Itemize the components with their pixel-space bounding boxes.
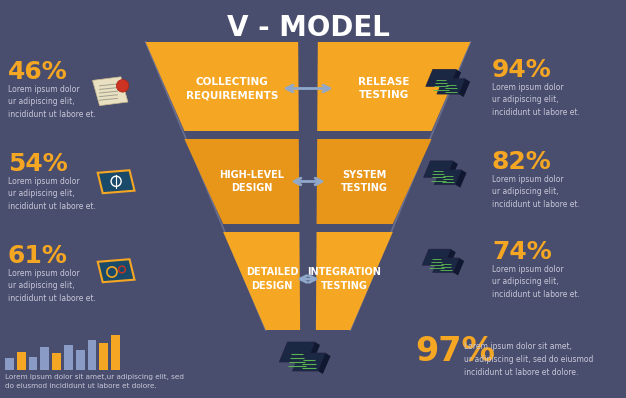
Bar [17, 352, 26, 370]
Text: 54%: 54% [8, 152, 68, 176]
Polygon shape [449, 69, 461, 90]
Text: 61%: 61% [8, 244, 68, 268]
Bar [40, 347, 49, 370]
Text: Lorem ipsum dolor
ur adipiscing elit,
incididunt ut labore et.: Lorem ipsum dolor ur adipiscing elit, in… [8, 269, 96, 303]
Text: V - MODEL: V - MODEL [227, 14, 389, 42]
Polygon shape [455, 170, 466, 188]
Polygon shape [279, 342, 315, 362]
Text: 97%: 97% [415, 335, 495, 368]
Polygon shape [433, 258, 459, 272]
Polygon shape [424, 161, 453, 177]
Polygon shape [317, 139, 431, 224]
Polygon shape [98, 170, 135, 193]
Text: Lorem ipsum dolor
ur adipiscing elit,
incididunt ut labore et.: Lorem ipsum dolor ur adipiscing elit, in… [8, 177, 96, 211]
Bar [52, 353, 61, 370]
Text: Lorem ipsum dolor sit amet,
ur adipiscing elit, sed do eiusmod
incididunt ut lab: Lorem ipsum dolor sit amet, ur adipiscin… [464, 342, 594, 377]
Polygon shape [318, 353, 331, 374]
Text: HIGH-LEVEL
DESIGN: HIGH-LEVEL DESIGN [219, 170, 284, 193]
Bar [100, 343, 108, 370]
Text: Lorem ipsum dolor
ur adipiscing elit,
incididunt ut labore et.: Lorem ipsum dolor ur adipiscing elit, in… [492, 265, 580, 299]
Text: INTEGRATION
TESTING: INTEGRATION TESTING [307, 267, 381, 291]
Text: 94%: 94% [492, 58, 552, 82]
Polygon shape [426, 69, 456, 86]
Circle shape [116, 80, 129, 92]
Text: 82%: 82% [492, 150, 552, 174]
Polygon shape [437, 79, 465, 94]
Polygon shape [223, 232, 300, 330]
Text: Lorem ipsum dolor sit amet,ur adipiscing elit, sed
do eiusmod incididunt ut labo: Lorem ipsum dolor sit amet,ur adipiscing… [5, 374, 184, 388]
Polygon shape [316, 232, 393, 330]
Polygon shape [98, 259, 135, 282]
Bar [29, 357, 38, 370]
Polygon shape [307, 342, 320, 365]
Text: SYSTEM
TESTING: SYSTEM TESTING [341, 170, 388, 193]
Text: RELEASE
TESTING: RELEASE TESTING [359, 77, 410, 100]
Bar [64, 345, 73, 370]
Text: COLLECTING
REQUIREMENTS: COLLECTING REQUIREMENTS [185, 77, 278, 100]
Text: Lorem ipsum dolor
ur adipiscing elit,
incididunt ut labore et.: Lorem ipsum dolor ur adipiscing elit, in… [492, 83, 580, 117]
Polygon shape [93, 77, 128, 105]
Bar [76, 350, 85, 370]
Polygon shape [444, 249, 456, 268]
Text: DETAILED
DESIGN: DETAILED DESIGN [246, 267, 299, 291]
Bar [88, 340, 96, 370]
Polygon shape [459, 79, 470, 97]
Text: 46%: 46% [8, 60, 68, 84]
Bar [111, 336, 120, 370]
Text: Lorem ipsum dolor
ur adipiscing elit,
incididunt ut labore et.: Lorem ipsum dolor ur adipiscing elit, in… [492, 175, 580, 209]
Polygon shape [317, 42, 470, 131]
Polygon shape [292, 353, 326, 371]
Polygon shape [453, 258, 464, 275]
Polygon shape [434, 170, 461, 185]
Bar [5, 358, 14, 370]
Text: 74%: 74% [492, 240, 552, 264]
Text: Lorem ipsum dolor
ur adipiscing elit,
incididunt ut labore et.: Lorem ipsum dolor ur adipiscing elit, in… [8, 85, 96, 119]
Polygon shape [185, 139, 299, 224]
Polygon shape [446, 161, 458, 180]
Polygon shape [422, 249, 451, 265]
Polygon shape [146, 42, 299, 131]
